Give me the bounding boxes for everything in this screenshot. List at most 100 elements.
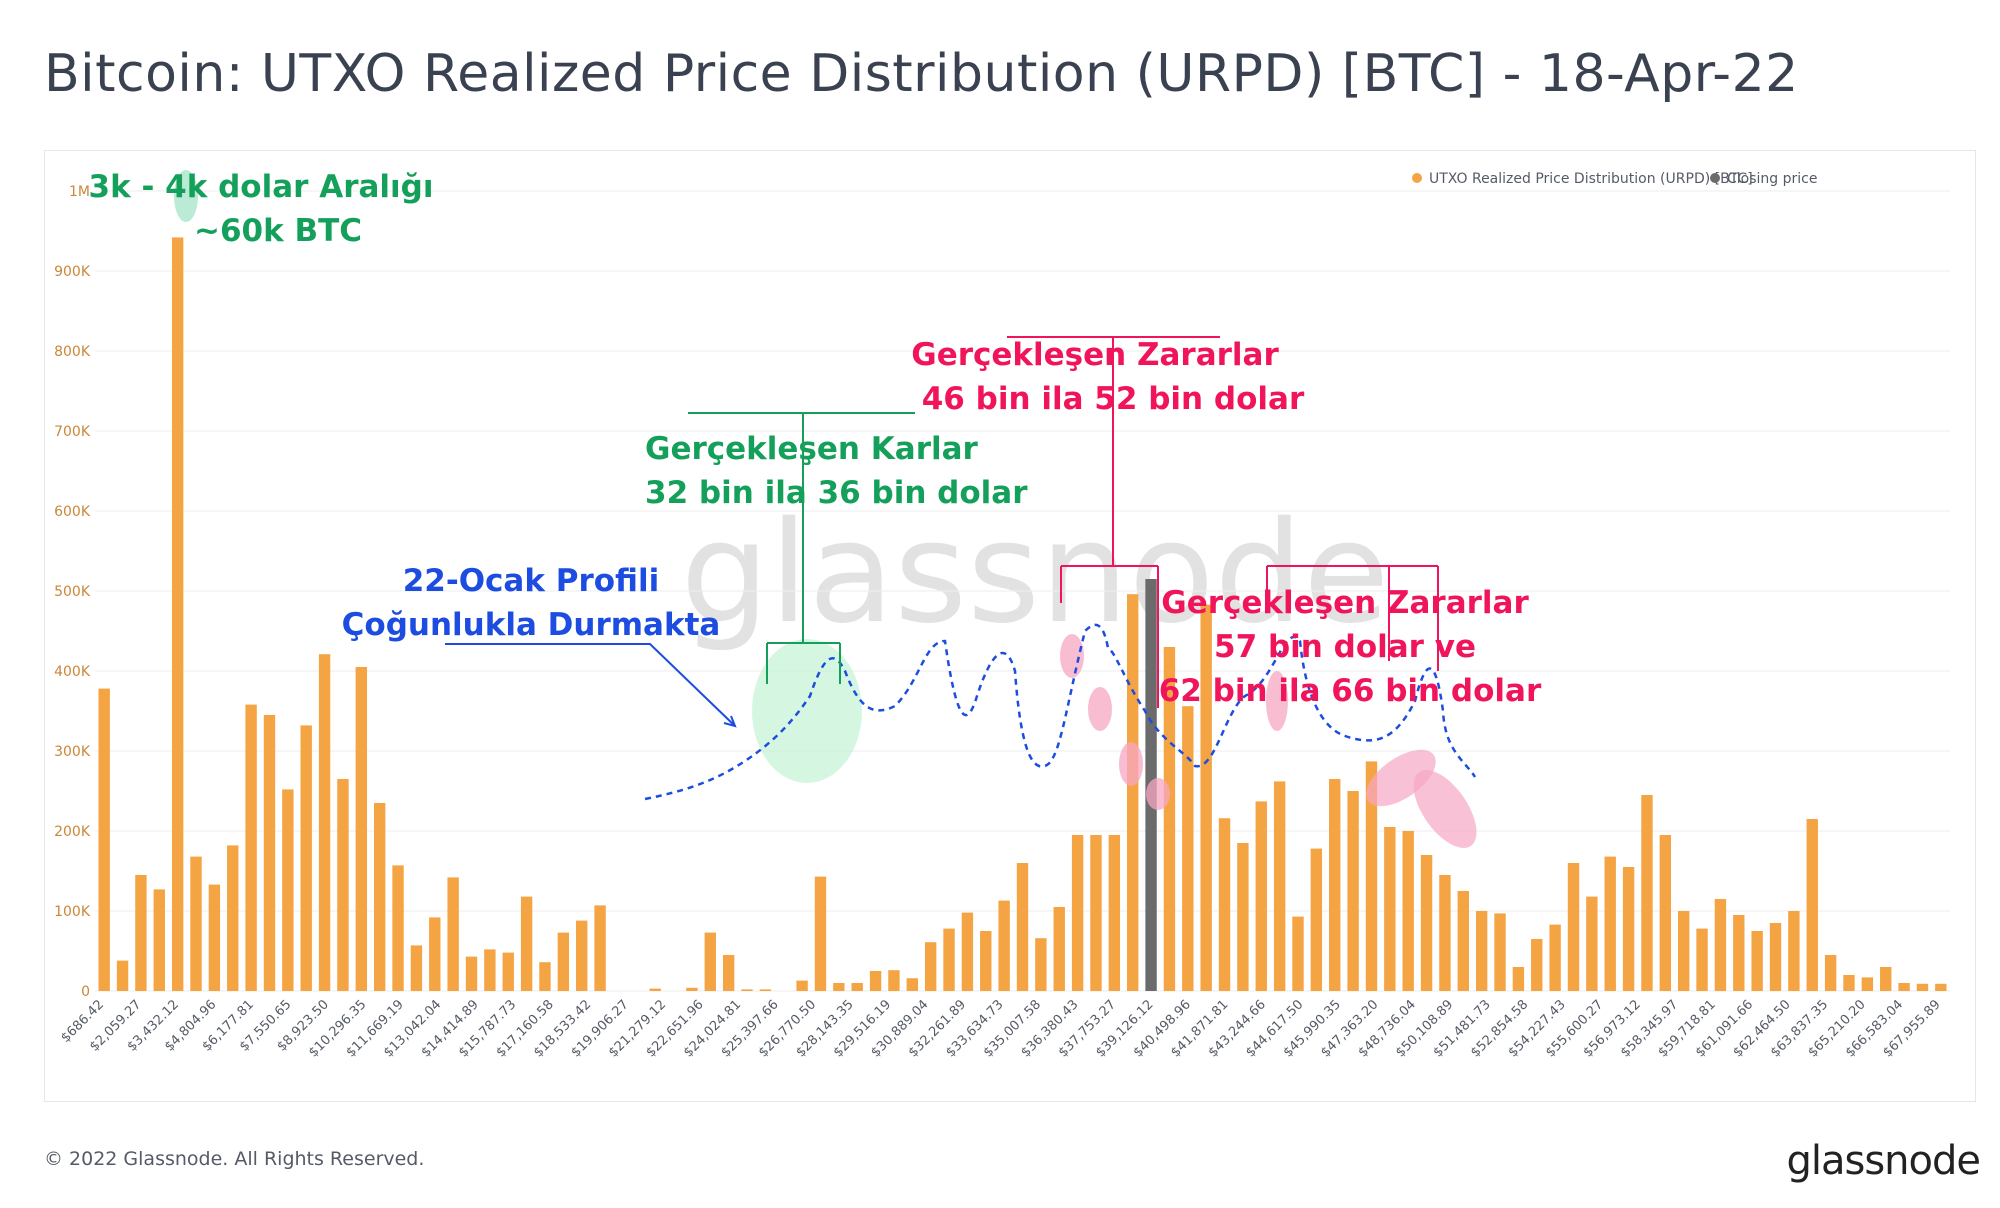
urpd-bar bbox=[759, 989, 772, 991]
urpd-bar bbox=[1108, 835, 1121, 991]
urpd-bar bbox=[1824, 955, 1837, 991]
urpd-bar bbox=[1090, 835, 1102, 991]
urpd-bar bbox=[1182, 706, 1194, 991]
urpd-bar bbox=[906, 978, 918, 991]
highlight-loss-3 bbox=[1119, 742, 1143, 786]
urpd-bar bbox=[686, 987, 698, 991]
highlight-loss-2 bbox=[1088, 687, 1112, 731]
annotation-3k-4k-line1: 3k - 4k dolar Aralığı bbox=[89, 169, 434, 205]
highlight-profit-zone bbox=[752, 639, 862, 783]
urpd-bar bbox=[1843, 975, 1855, 991]
urpd-bar bbox=[502, 952, 514, 991]
urpd-bar bbox=[1237, 843, 1249, 991]
urpd-bar bbox=[1567, 863, 1580, 991]
urpd-bar bbox=[1494, 913, 1506, 991]
urpd-bar bbox=[576, 920, 588, 991]
profit-bracket bbox=[688, 412, 915, 684]
profile-arrow bbox=[445, 643, 736, 727]
annotation-3k-4k-line2: ~60k BTC bbox=[194, 213, 362, 249]
urpd-bar bbox=[1880, 967, 1892, 991]
urpd-bar bbox=[980, 931, 992, 991]
urpd-bar bbox=[961, 912, 974, 991]
y-tick-label: 300K bbox=[54, 744, 91, 760]
urpd-bar bbox=[1218, 818, 1231, 991]
urpd-bar bbox=[1329, 779, 1341, 991]
urpd-bar bbox=[704, 932, 716, 991]
urpd-bar bbox=[116, 960, 129, 991]
annotation-profits: Gerçekleşen Karlar 32 bin ila 36 bin dol… bbox=[645, 431, 1028, 511]
urpd-bar bbox=[1604, 856, 1616, 991]
annotation-jan-profile: 22-Ocak Profili Çoğunlukla Durmakta bbox=[342, 563, 721, 643]
urpd-bar bbox=[171, 237, 184, 991]
annotation-profits-line2: 32 bin ila 36 bin dolar bbox=[645, 475, 1028, 511]
loss-bracket-2 bbox=[1266, 565, 1439, 671]
urpd-bar bbox=[594, 905, 606, 991]
urpd-bar bbox=[1439, 875, 1451, 991]
legend-label-urpd[interactable]: UTXO Realized Price Distribution (URPD) … bbox=[1429, 171, 1753, 187]
urpd-bar bbox=[1457, 891, 1469, 991]
annotation-losses-1-line1: Gerçekleşen Zararlar bbox=[911, 337, 1279, 373]
urpd-bar bbox=[227, 845, 239, 991]
urpd-bar bbox=[1127, 594, 1139, 991]
urpd-bar bbox=[98, 688, 110, 991]
urpd-bar bbox=[484, 949, 496, 991]
y-tick-label: 600K bbox=[54, 504, 91, 520]
highlight-loss-5 bbox=[1266, 671, 1288, 731]
urpd-bar bbox=[814, 876, 827, 991]
profile-arrowhead bbox=[723, 715, 737, 728]
legend-label-closing[interactable]: Closing price bbox=[1727, 171, 1817, 187]
urpd-bar bbox=[1365, 761, 1378, 991]
urpd-bar bbox=[1898, 983, 1910, 991]
urpd-bar bbox=[1622, 867, 1635, 991]
urpd-bar bbox=[373, 803, 386, 991]
urpd-bar bbox=[998, 900, 1010, 991]
urpd-bar bbox=[1310, 848, 1323, 991]
urpd-bar bbox=[1071, 835, 1084, 991]
urpd-bar bbox=[1531, 939, 1543, 991]
urpd-bar bbox=[392, 865, 404, 991]
urpd-bar bbox=[1641, 795, 1653, 991]
y-tick-label: 800K bbox=[54, 344, 91, 360]
urpd-bar bbox=[1273, 781, 1286, 991]
urpd-bar bbox=[741, 989, 753, 991]
urpd-bar bbox=[1751, 931, 1763, 991]
urpd-bar bbox=[557, 932, 570, 991]
urpd-bar bbox=[300, 725, 312, 991]
urpd-bar bbox=[337, 779, 349, 991]
urpd-chart: glassnode $686.42$2,059.27$3,432.12$4,80… bbox=[54, 169, 1950, 1060]
urpd-bar bbox=[1935, 983, 1947, 991]
urpd-bar bbox=[1016, 863, 1029, 991]
annotation-losses-2-line2: 57 bin dolar ve bbox=[1214, 629, 1476, 665]
urpd-bar bbox=[1420, 855, 1433, 991]
urpd-bar bbox=[318, 654, 331, 991]
urpd-bar bbox=[190, 856, 202, 991]
chart-frame: glassnode $686.42 $2,059.27 $3,432.12 $4,80… bbox=[44, 150, 1976, 1102]
y-tick-label: 200K bbox=[54, 824, 91, 840]
urpd-bar bbox=[1659, 835, 1672, 991]
urpd-bar bbox=[1512, 967, 1525, 991]
urpd-bar bbox=[1861, 977, 1874, 991]
urpd-bar bbox=[465, 956, 478, 991]
urpd-bar bbox=[1475, 911, 1488, 991]
urpd-bar bbox=[851, 983, 863, 991]
urpd-bar bbox=[1053, 907, 1065, 991]
annotation-jan-profile-line2: Çoğunlukla Durmakta bbox=[342, 607, 721, 643]
urpd-bar bbox=[869, 971, 882, 991]
highlight-3k-4k bbox=[174, 170, 198, 222]
highlight-loss-4 bbox=[1146, 778, 1170, 810]
urpd-bar bbox=[135, 875, 147, 991]
urpd-bar bbox=[1916, 983, 1929, 991]
urpd-bar bbox=[1714, 899, 1727, 991]
urpd-bar bbox=[1200, 604, 1212, 991]
urpd-bar bbox=[1586, 896, 1598, 991]
urpd-bar bbox=[208, 884, 221, 991]
annotation-losses-2: Gerçekleşen Zararlar 57 bin dolar ve 62 … bbox=[1159, 585, 1542, 709]
glassnode-logo[interactable]: glassnode bbox=[1786, 1138, 1981, 1184]
annotation-losses-1-line2: 46 bin ila 52 bin dolar bbox=[922, 381, 1305, 417]
legend-swatch-closing bbox=[1710, 173, 1720, 183]
urpd-bar bbox=[796, 980, 808, 991]
y-tick-label: 0 bbox=[81, 984, 90, 1000]
urpd-bar bbox=[1806, 819, 1818, 991]
jan-profile-line bbox=[644, 623, 1477, 801]
urpd-bar bbox=[1255, 801, 1267, 991]
